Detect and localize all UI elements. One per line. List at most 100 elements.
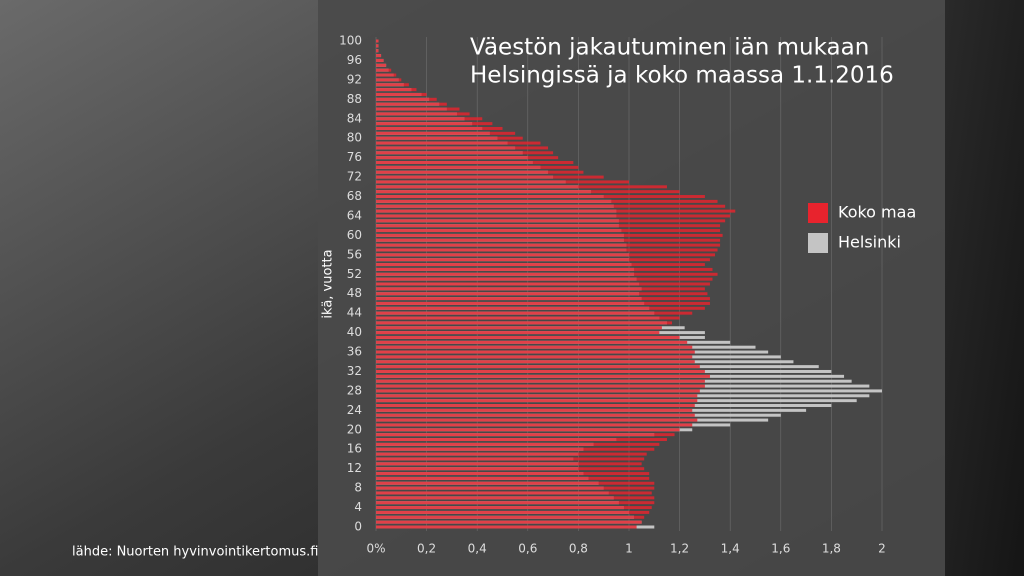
bar bbox=[376, 219, 726, 223]
bar bbox=[376, 525, 637, 529]
x-tick-label: 0,8 bbox=[569, 542, 588, 556]
bar bbox=[376, 297, 710, 301]
bar bbox=[376, 374, 710, 378]
bar bbox=[376, 369, 705, 373]
y-tick-label: 68 bbox=[347, 189, 362, 203]
y-tick-label: 16 bbox=[347, 442, 362, 456]
bar bbox=[376, 340, 688, 344]
bar bbox=[376, 146, 549, 150]
y-tick-label: 48 bbox=[347, 286, 362, 300]
bar bbox=[376, 92, 427, 96]
bar bbox=[376, 389, 700, 393]
bar bbox=[376, 238, 721, 242]
bar bbox=[376, 345, 693, 349]
x-tick-label: 1,4 bbox=[721, 542, 740, 556]
y-tick-label: 4 bbox=[354, 500, 362, 514]
bar bbox=[376, 136, 523, 140]
x-tick-label: 0,6 bbox=[518, 542, 537, 556]
bar bbox=[376, 165, 579, 169]
chart-title: Väestön jakautuminen iän mukaan bbox=[470, 35, 869, 61]
bar bbox=[376, 44, 379, 48]
bar bbox=[376, 54, 382, 58]
bar bbox=[376, 399, 698, 403]
y-tick-label: 84 bbox=[347, 111, 362, 125]
bar bbox=[376, 122, 493, 126]
bar bbox=[376, 88, 417, 92]
bar bbox=[376, 97, 437, 101]
y-tick-label: 88 bbox=[347, 92, 362, 106]
bar bbox=[376, 335, 680, 339]
bar bbox=[376, 486, 655, 490]
legend-label: Koko maa bbox=[838, 203, 916, 222]
bar bbox=[376, 360, 695, 364]
x-tick-label: 0,2 bbox=[417, 542, 436, 556]
bar bbox=[376, 355, 693, 359]
bar bbox=[376, 258, 710, 262]
bar bbox=[376, 428, 680, 432]
bar bbox=[376, 326, 662, 330]
x-tick-label: 2 bbox=[878, 542, 886, 556]
y-tick-label: 32 bbox=[347, 364, 362, 378]
y-tick-label: 100 bbox=[339, 34, 362, 48]
bar bbox=[376, 272, 718, 276]
bar bbox=[376, 491, 652, 495]
bar bbox=[376, 467, 645, 471]
x-tick-label: 0% bbox=[366, 542, 385, 556]
y-tick-label: 60 bbox=[347, 228, 362, 242]
bar bbox=[376, 214, 731, 218]
y-tick-label: 12 bbox=[347, 461, 362, 475]
bar bbox=[376, 267, 713, 271]
bar bbox=[376, 126, 503, 130]
bar bbox=[376, 365, 700, 369]
bar bbox=[376, 229, 721, 233]
bar bbox=[376, 442, 660, 446]
bar bbox=[376, 161, 574, 164]
legend-swatch bbox=[808, 233, 828, 253]
bar bbox=[376, 472, 650, 476]
bar bbox=[376, 408, 693, 412]
y-tick-label: 8 bbox=[354, 481, 362, 495]
bar bbox=[376, 462, 642, 466]
legend-swatch bbox=[808, 203, 828, 223]
bar bbox=[376, 282, 710, 286]
bar bbox=[376, 316, 680, 320]
bar bbox=[376, 452, 647, 456]
bar bbox=[376, 331, 660, 335]
bar bbox=[376, 175, 604, 179]
bar bbox=[376, 418, 698, 422]
y-tick-label: 76 bbox=[347, 150, 362, 164]
bar bbox=[376, 185, 667, 189]
legend-label: Helsinki bbox=[838, 233, 901, 252]
bar bbox=[376, 49, 379, 53]
bar bbox=[376, 277, 713, 281]
bar bbox=[376, 243, 721, 247]
bar bbox=[376, 195, 705, 199]
bar bbox=[376, 510, 650, 514]
bar bbox=[376, 58, 384, 62]
bar bbox=[376, 438, 667, 442]
bar bbox=[376, 248, 718, 252]
bar bbox=[376, 379, 705, 383]
bar bbox=[376, 151, 554, 155]
bar bbox=[376, 501, 655, 505]
bar bbox=[376, 204, 726, 208]
bar bbox=[376, 404, 695, 407]
bar bbox=[376, 190, 680, 194]
bar bbox=[376, 301, 710, 305]
bar bbox=[376, 496, 655, 500]
bar bbox=[376, 199, 718, 203]
bar bbox=[376, 73, 397, 77]
background-right bbox=[945, 0, 1024, 576]
y-tick-label: 44 bbox=[347, 306, 362, 320]
y-tick-label: 36 bbox=[347, 345, 362, 359]
y-tick-label: 40 bbox=[347, 325, 362, 339]
bar bbox=[376, 433, 675, 437]
bar bbox=[376, 131, 516, 135]
bar bbox=[376, 506, 652, 510]
bar bbox=[376, 107, 460, 111]
bar bbox=[376, 263, 705, 267]
x-tick-label: 1 bbox=[625, 542, 633, 556]
y-tick-label: 0 bbox=[354, 520, 362, 534]
y-tick-label: 64 bbox=[347, 208, 362, 222]
bar bbox=[376, 102, 447, 106]
